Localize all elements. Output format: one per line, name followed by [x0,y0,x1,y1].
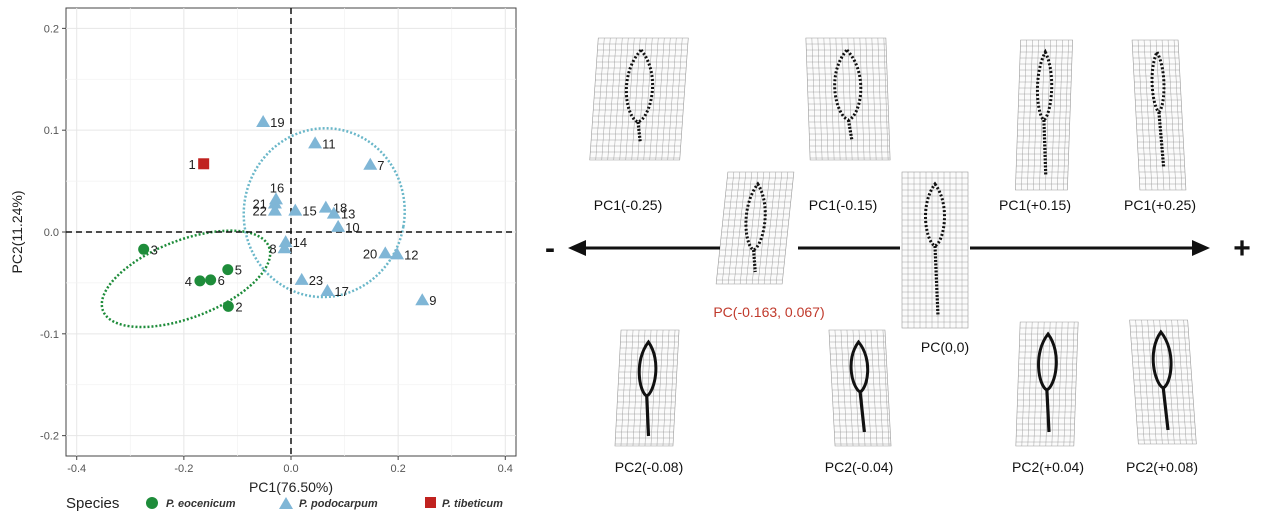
point-label-13: 13 [341,207,355,222]
point-label-23: 23 [309,273,323,288]
point-triangle-7 [363,157,378,170]
point-label-9: 9 [429,293,436,308]
point-label-3: 3 [151,242,158,257]
point-circle-6 [205,274,217,286]
y-tick-label: 0.2 [44,23,59,35]
confidence-ellipses [100,127,406,329]
deformation-grid-pc2-plus-004 [1015,321,1079,447]
point-label-5: 5 [235,263,242,278]
x-tick-label: -0.4 [67,463,86,475]
confidence-ellipse [242,127,406,299]
point-circle-4 [194,275,206,287]
legend-label-p-eocenicum: P. eocenicum [166,498,236,510]
point-label-16: 16 [270,180,284,195]
point-triangle-20 [378,246,393,259]
x-axis-label: PC1(76.50%) [249,479,333,495]
point-circle-2 [222,300,234,312]
x-tick-label: 0.4 [498,463,513,475]
highlight-pc-label: PC(-0.163, 0.067) [713,304,824,320]
legend-label-p-podocarpum: P. podocarpum [299,498,378,510]
point-label-2: 2 [235,299,242,314]
point-label-1: 1 [188,157,195,172]
point-circle-3 [138,243,150,255]
deformation-grid-highlight [715,171,795,285]
deformation-grid-pc1-plus-025 [1131,39,1187,191]
plus-sign: + [1233,232,1251,265]
legend: Species P. eocenicum P. podocarpum P. ti… [66,495,503,512]
deformation-grids [589,37,1197,447]
point-label-11: 11 [322,136,336,151]
point-triangle-19 [256,115,271,128]
pc2-label-minus-008: PC2(-0.08) [615,459,683,475]
x-tick-label: 0.0 [283,463,298,475]
point-triangle-8 [277,241,292,254]
confidence-ellipse [100,229,272,329]
point-triangle-11 [308,136,323,149]
minus-sign: - [545,232,555,265]
reference-lines [66,8,516,456]
pc2-label-plus-008: PC2(+0.08) [1126,459,1198,475]
center-pc-label: PC(0,0) [921,339,969,355]
deformation-grid-pc1-minus-025 [589,37,689,161]
shape-deformation-panel: - + PC1(-0.25) PC1(-0.15) PC1(+0.15) PC1… [545,37,1251,475]
legend-label-p-tibeticum: P. tibeticum [442,498,503,510]
point-label-10: 10 [345,220,359,235]
y-tick-label: -0.1 [40,329,59,341]
legend-marker-p-eocenicum [146,497,158,509]
legend-title: Species [66,495,119,512]
y-tick-label: 0.0 [44,227,59,239]
point-triangle-21 [267,196,282,209]
point-label-14: 14 [293,235,307,250]
point-label-12: 12 [404,247,418,262]
point-triangle-14 [278,235,293,248]
point-triangle-12 [390,247,405,260]
arrow-left-icon [568,240,586,256]
pc1-label-plus-025: PC1(+0.25) [1124,197,1196,213]
deformation-grid-pc1-plus-015 [1015,39,1073,191]
deformation-grid-pc2-minus-004 [828,329,892,447]
point-label-4: 4 [185,274,192,289]
x-tick-label: -0.2 [174,463,193,475]
pc1-label-minus-015: PC1(-0.15) [809,197,877,213]
point-triangle-23 [294,272,309,285]
point-triangle-9 [415,293,430,306]
arrow-right-icon [1192,240,1210,256]
deformation-grid-pc2-minus-008 [614,329,680,447]
point-label-20: 20 [363,246,377,261]
legend-marker-p-podocarpum [279,497,293,509]
point-triangle-17 [320,284,335,297]
point-label-19: 19 [270,115,284,130]
point-label-8: 8 [269,241,276,256]
pc1-label-minus-025: PC1(-0.25) [594,197,662,213]
y-tick-label: 0.1 [44,125,59,137]
deformation-grid-pc1-minus-015 [805,37,891,161]
point-label-15: 15 [302,204,316,219]
point-label-21: 21 [252,196,266,211]
deformation-grid-center [901,171,969,329]
point-square-1 [198,158,210,170]
legend-marker-p-tibeticum [425,497,436,508]
axis-ticks: -0.4 -0.2 0.0 0.2 0.4 -0.2 -0.1 0.0 0.1 0.2 [40,23,513,475]
point-circle-5 [222,264,234,276]
point-triangle-10 [331,219,346,232]
point-label-22: 22 [252,204,266,219]
y-tick-label: -0.2 [40,431,59,443]
pc2-label-plus-004: PC2(+0.04) [1012,459,1084,475]
point-label-7: 7 [377,158,384,173]
y-axis-label: PC2(11.24%) [9,190,25,273]
point-label-17: 17 [334,284,348,299]
pc2-label-minus-004: PC2(-0.04) [825,459,893,475]
point-triangle-13 [326,206,341,219]
point-triangle-18 [318,200,333,213]
point-triangle-22 [267,203,282,216]
pc1-label-plus-015: PC1(+0.15) [999,197,1071,213]
point-label-6: 6 [218,273,225,288]
x-tick-label: 0.2 [390,463,405,475]
deformation-grid-pc2-plus-008 [1129,319,1197,445]
point-triangle-15 [288,203,303,216]
